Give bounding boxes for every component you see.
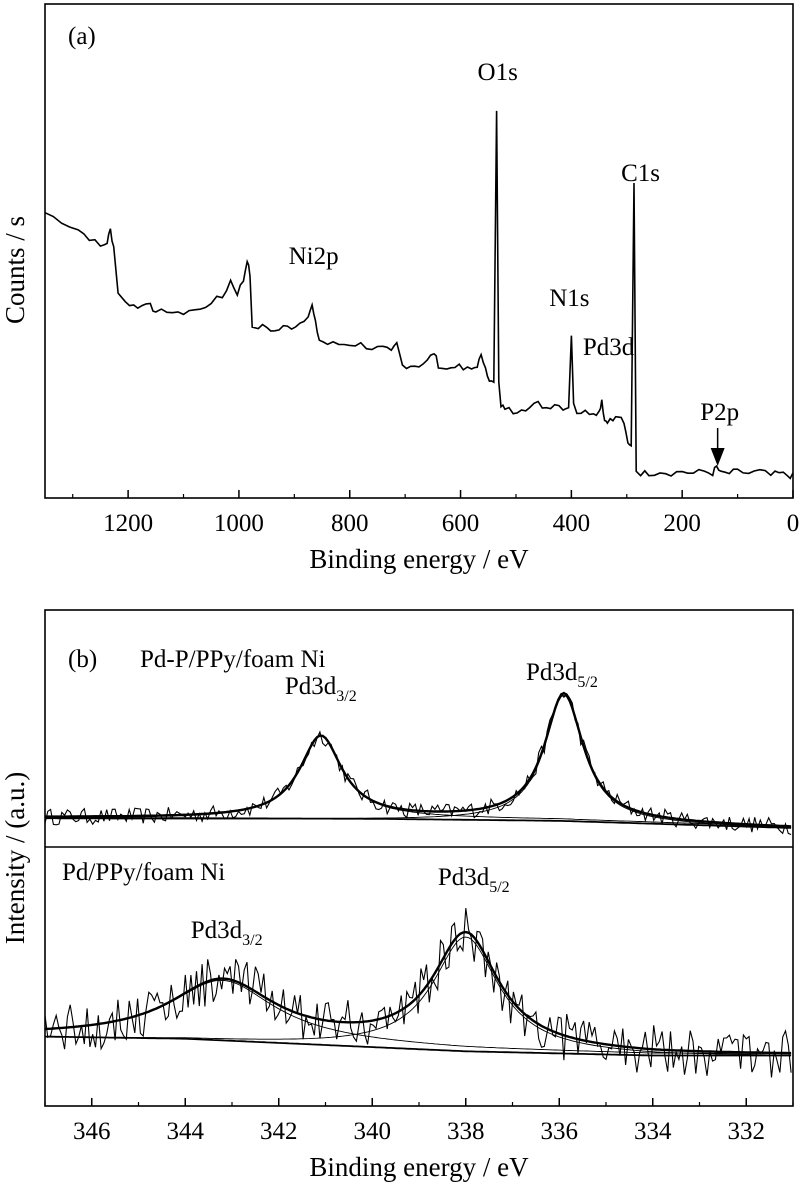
panel-b-x-tick-label: 332 — [728, 1118, 766, 1145]
peak-label-n1s: N1s — [549, 285, 589, 312]
bottom-raw-spectrum — [44, 908, 792, 1078]
p2p-arrow-head — [710, 448, 725, 466]
panel-b-x-tick-label: 346 — [73, 1118, 111, 1145]
panel-a-peak-labels: O1s C1s Ni2p N1s Pd3d P2p — [289, 59, 739, 466]
bottom-fit-envelope — [44, 930, 792, 1055]
panel-a-label: (a) — [68, 23, 96, 50]
pd3d-peak-label: Pd3d3/2 — [191, 917, 263, 949]
panel-a-x-ticks: 1200 1000 800 600 400 200 0 — [72, 490, 800, 537]
peak-label-c1s: C1s — [621, 160, 660, 187]
bottom-component-5-2 — [44, 936, 792, 1056]
bottom-subpanel-sample-name: Pd/PPy/foam Ni — [62, 859, 225, 886]
peak-label-p2p: P2p — [700, 399, 739, 426]
panel-a: (a) 1200 1000 800 600 400 200 0 O1s C1s Ni2p N1s P… — [0, 3, 800, 574]
peak-label-o1s: O1s — [478, 59, 518, 86]
panel-a-y-axis-title: Counts / s — [0, 216, 30, 324]
panel-b-label: (b) — [68, 646, 97, 673]
panel-a-x-tick-label: 200 — [663, 510, 701, 537]
survey-spectrum-line — [44, 110, 794, 480]
top-background-line — [45, 816, 792, 829]
bottom-subpanel-curves — [44, 908, 792, 1078]
pd3d-label-subscript: 3/2 — [242, 932, 262, 949]
panel-a-x-tick-label: 0 — [787, 510, 800, 537]
panel-b-x-axis-title: Binding energy / eV — [309, 1152, 529, 1182]
top-subpanel-sample-name: Pd-P/PPy/foam Ni — [140, 646, 326, 673]
panel-b-x-ticks: 346 344 342 340 338 336 334 332 — [44, 1098, 794, 1145]
panel-b: (b) Pd-P/PPy/foam Ni Pd/PPy/foam Ni 346 3… — [0, 609, 794, 1182]
bottom-background-line — [45, 1035, 792, 1057]
pd3d-label-subscript: 5/2 — [577, 674, 597, 691]
peak-label-pd3d: Pd3d — [583, 334, 635, 361]
pd3d-peak-label: Pd3d5/2 — [526, 659, 598, 691]
panel-b-frame — [44, 609, 794, 1107]
pd3d-label-main: Pd3d — [526, 659, 578, 686]
panel-b-x-tick-label: 344 — [167, 1118, 205, 1145]
pd3d-label-main: Pd3d — [285, 673, 337, 700]
panel-a-frame — [44, 3, 794, 499]
peak-label-ni2p: Ni2p — [289, 243, 339, 270]
panel-a-x-tick-label: 1200 — [103, 510, 153, 537]
panel-a-x-tick-label: 600 — [442, 510, 480, 537]
panel-a-x-tick-label: 800 — [331, 510, 369, 537]
panel-b-x-tick-label: 334 — [634, 1118, 672, 1145]
panel-b-x-tick-label: 338 — [447, 1118, 485, 1145]
panel-b-x-tick-label: 342 — [260, 1118, 298, 1145]
pd3d-peak-label: Pd3d5/2 — [438, 864, 510, 896]
top-raw-spectrum — [44, 692, 792, 836]
top-component-5-2 — [45, 694, 792, 829]
panel-a-x-axis-title: Binding energy / eV — [309, 544, 529, 574]
pd3d-label-subscript: 5/2 — [489, 879, 509, 896]
panel-b-x-tick-label: 336 — [541, 1118, 579, 1145]
pd3d-label-subscript: 3/2 — [336, 688, 356, 705]
pd3d-label-main: Pd3d — [438, 864, 490, 891]
panel-a-x-tick-label: 1000 — [214, 510, 264, 537]
bottom-component-3-2 — [44, 979, 792, 1054]
panel-b-x-tick-label: 340 — [354, 1118, 392, 1145]
panel-a-x-tick-label: 400 — [553, 510, 591, 537]
top-subpanel-curves — [44, 691, 792, 836]
pd3d-label-main: Pd3d — [191, 917, 243, 944]
top-fit-envelope — [45, 691, 792, 828]
panel-b-y-axis-title: Intensity / (a.u.) — [0, 772, 30, 944]
pd3d-peak-label: Pd3d3/2 — [285, 673, 357, 705]
